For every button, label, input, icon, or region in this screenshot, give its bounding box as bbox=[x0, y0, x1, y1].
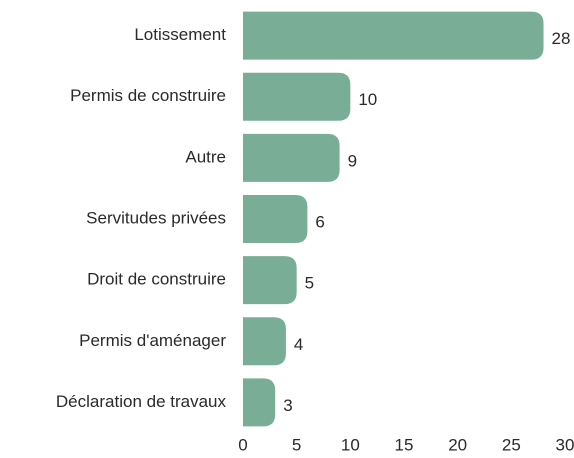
y-tick-label: Droit de construire bbox=[87, 270, 226, 289]
x-tick-label: 0 bbox=[238, 435, 247, 454]
value-label: 5 bbox=[305, 274, 314, 293]
y-tick-label: Lotissement bbox=[134, 25, 226, 44]
bar bbox=[243, 11, 544, 60]
y-tick-label: Permis de construire bbox=[70, 86, 226, 105]
bar bbox=[243, 72, 351, 121]
value-label: 9 bbox=[348, 151, 357, 170]
value-label: 28 bbox=[552, 29, 571, 48]
bar bbox=[243, 378, 276, 427]
x-tick-label: 10 bbox=[341, 435, 360, 454]
y-tick-label: Autre bbox=[185, 147, 226, 166]
value-label: 10 bbox=[358, 90, 377, 109]
bar bbox=[243, 133, 340, 182]
value-label: 3 bbox=[283, 396, 292, 415]
bar bbox=[243, 256, 297, 305]
y-tick-label: Permis d'aménager bbox=[79, 331, 226, 350]
y-tick-label: Déclaration de travaux bbox=[56, 392, 227, 411]
value-label: 4 bbox=[294, 335, 303, 354]
x-tick-label: 20 bbox=[448, 435, 467, 454]
x-tick-label: 5 bbox=[292, 435, 301, 454]
value-label: 6 bbox=[315, 212, 324, 231]
x-tick-label: 15 bbox=[395, 435, 414, 454]
x-tick-label: 25 bbox=[502, 435, 521, 454]
y-tick-label: Servitudes privées bbox=[86, 208, 226, 227]
x-tick-label: 30 bbox=[556, 435, 574, 454]
bar bbox=[243, 317, 286, 366]
bar bbox=[243, 195, 308, 243]
